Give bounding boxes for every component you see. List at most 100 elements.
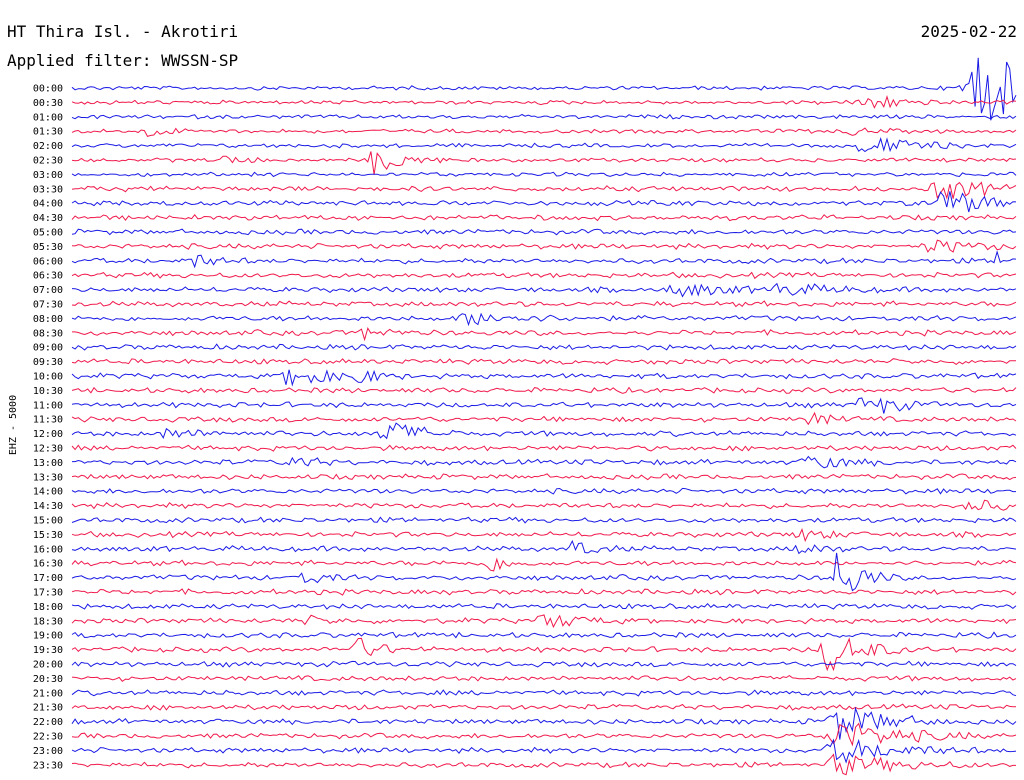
time-tick-label: 13:00	[33, 458, 63, 469]
trace-line-0500	[71, 228, 1017, 236]
trace-line-0530	[71, 239, 1017, 253]
time-tick-label: 04:30	[33, 213, 63, 224]
trace-line-0400	[71, 191, 1017, 213]
trace-line-1630	[71, 557, 1017, 572]
seismic-traces	[71, 57, 1017, 776]
trace-line-1400	[71, 487, 1016, 495]
time-tick-label: 04:00	[33, 199, 63, 210]
trace-line-2230	[71, 722, 1017, 747]
trace-line-0830	[72, 326, 1017, 342]
trace-line-0300	[71, 171, 1017, 178]
trace-line-1530	[71, 528, 1017, 543]
time-tick-label: 08:30	[33, 328, 63, 339]
trace-line-2300	[71, 738, 1017, 764]
trace-line-0730	[71, 300, 1017, 308]
trace-line-2100	[71, 689, 1017, 697]
time-tick-label: 22:30	[33, 732, 63, 743]
trace-line-0200	[71, 137, 1017, 153]
time-tick-label: 12:00	[33, 429, 63, 440]
trace-line-1230	[71, 444, 1017, 452]
time-tick-label: 19:30	[33, 645, 63, 656]
trace-line-0330	[71, 181, 1017, 200]
trace-line-2330	[71, 753, 1016, 776]
time-tick-label: 21:00	[33, 688, 63, 699]
trace-line-0030	[71, 95, 1017, 109]
time-tick-label: 03:00	[33, 170, 63, 181]
trace-line-1830	[71, 614, 1017, 629]
time-tick-label: 08:00	[33, 314, 63, 325]
trace-line-1900	[71, 631, 1017, 639]
filter-label: Applied filter: WWSSN-SP	[7, 51, 238, 70]
station-title: HT Thira Isl. - Akrotiri	[7, 22, 238, 41]
channel-label: EHZ - 5000	[8, 395, 19, 455]
time-tick-label: 18:00	[33, 602, 63, 613]
time-tick-label: 09:00	[33, 343, 63, 354]
trace-line-0130	[71, 127, 1017, 138]
time-tick-label: 09:30	[33, 357, 63, 368]
trace-line-0600	[71, 250, 1017, 269]
time-tick-label: 14:30	[33, 501, 63, 512]
time-tick-label: 06:30	[33, 271, 63, 282]
time-tick-label: 22:00	[33, 717, 63, 728]
trace-line-2130	[71, 703, 1017, 711]
trace-line-1500	[71, 516, 1017, 524]
trace-line-0800	[71, 312, 1017, 327]
trace-line-1000	[71, 369, 1017, 387]
time-tick-label: 07:00	[33, 285, 63, 296]
time-tick-label: 10:30	[33, 386, 63, 397]
time-tick-label: 20:00	[33, 660, 63, 671]
trace-line-0430	[71, 213, 1017, 222]
trace-line-1200	[71, 422, 1017, 440]
trace-line-0000	[71, 57, 1017, 121]
time-tick-label: 17:00	[33, 573, 63, 584]
trace-line-2200	[71, 706, 1017, 740]
time-tick-label: 16:00	[33, 544, 63, 555]
time-tick-label: 20:30	[33, 674, 63, 685]
time-tick-label: 14:00	[33, 487, 63, 498]
time-tick-label: 00:00	[33, 84, 63, 95]
trace-line-2030	[71, 675, 1017, 682]
time-tick-label: 02:30	[33, 156, 63, 167]
date-label: 2025-02-22	[921, 22, 1017, 41]
time-tick-label: 11:00	[33, 400, 63, 411]
trace-line-1430	[71, 499, 1017, 511]
trace-line-0700	[71, 282, 1017, 298]
trace-line-1600	[71, 539, 1017, 555]
time-tick-label: 07:30	[33, 300, 63, 311]
time-tick-label: 05:00	[33, 228, 63, 239]
trace-line-1130	[71, 411, 1017, 426]
time-tick-label: 06:00	[33, 256, 63, 267]
time-tick-label: 17:30	[33, 588, 63, 599]
time-tick-label: 16:30	[33, 559, 63, 570]
trace-line-1300	[72, 455, 1017, 469]
time-tick-label: 01:00	[33, 112, 63, 123]
time-tick-label: 03:30	[33, 184, 63, 195]
time-tick-label: 19:00	[33, 631, 63, 642]
time-tick-label: 15:00	[33, 516, 63, 527]
time-tick-label: 18:30	[33, 616, 63, 627]
time-tick-label: 05:30	[33, 242, 63, 253]
trace-line-0930	[71, 358, 1017, 366]
trace-line-1100	[71, 397, 1017, 414]
trace-line-1700	[71, 552, 1017, 592]
time-tick-label: 00:30	[33, 98, 63, 109]
trace-line-1800	[71, 602, 1017, 610]
trace-line-2000	[71, 660, 1017, 668]
time-tick-label: 12:30	[33, 444, 63, 455]
trace-line-1330	[71, 473, 1017, 481]
time-tick-label: 15:30	[33, 530, 63, 541]
time-tick-label: 23:30	[33, 760, 63, 771]
trace-line-0630	[71, 271, 1017, 280]
time-tick-label: 13:30	[33, 472, 63, 483]
time-tick-label: 02:00	[33, 141, 63, 152]
time-tick-label: 23:00	[33, 746, 63, 757]
time-tick-label: 21:30	[33, 703, 63, 714]
time-tick-label: 01:30	[33, 127, 63, 138]
trace-line-1730	[71, 588, 1017, 596]
trace-line-1030	[71, 386, 1017, 394]
time-tick-label: 10:00	[33, 372, 63, 383]
trace-line-0900	[71, 343, 1017, 351]
time-tick-label: 11:30	[33, 415, 63, 426]
time-axis-labels: 00:00 00:30 01:00 01:30 02:00 02:30 03:00 03:30…	[33, 84, 63, 772]
